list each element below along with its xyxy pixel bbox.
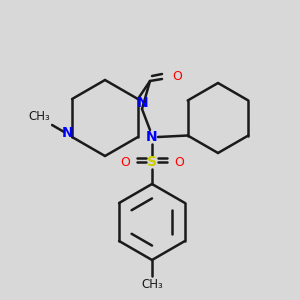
Text: O: O [120,155,130,169]
Text: N: N [146,130,158,144]
Text: O: O [174,155,184,169]
Text: CH₃: CH₃ [141,278,163,291]
Text: CH₃: CH₃ [28,110,50,123]
Text: O: O [172,70,182,83]
Text: N: N [61,126,73,140]
Text: N: N [137,96,149,110]
Text: S: S [147,155,157,169]
